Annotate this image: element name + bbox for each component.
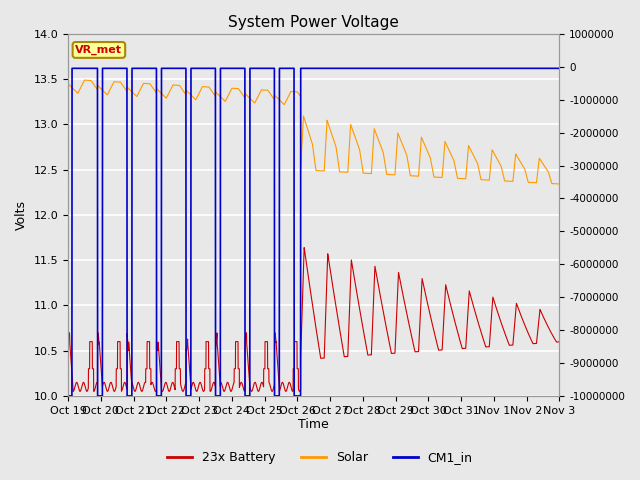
Title: System Power Voltage: System Power Voltage (228, 15, 399, 30)
X-axis label: Time: Time (298, 419, 329, 432)
Text: VR_met: VR_met (76, 45, 122, 55)
Y-axis label: Volts: Volts (15, 200, 28, 230)
Legend: 23x Battery, Solar, CM1_in: 23x Battery, Solar, CM1_in (163, 446, 477, 469)
